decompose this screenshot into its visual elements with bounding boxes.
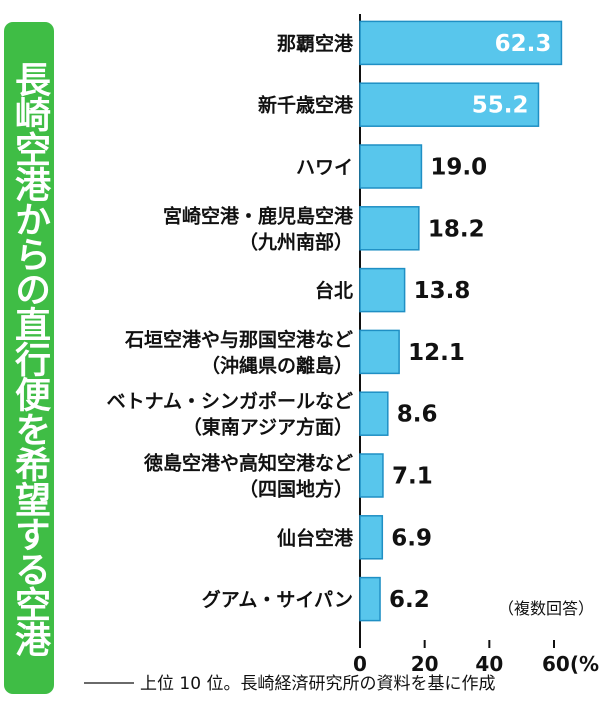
bar — [359, 329, 400, 375]
value-label: 62.3 — [495, 31, 552, 57]
category-label-sub: （九州南部） — [239, 230, 353, 253]
value-label: 19.0 — [430, 155, 487, 181]
bar — [359, 576, 381, 622]
x-tick-label: 0 — [353, 652, 367, 676]
chart-title-banner: 長崎空港からの直行便を希望する空港 — [4, 22, 54, 694]
x-tick-label: 20 — [411, 652, 439, 676]
bar — [359, 515, 384, 560]
category-label: 徳島空港や高知空港など — [143, 452, 353, 475]
source-note: 上位 10 位。長崎経済研究所の資料を基に作成 — [140, 674, 495, 694]
bar — [359, 206, 420, 251]
value-label: 18.2 — [428, 216, 485, 242]
value-label: 13.8 — [414, 278, 471, 304]
bar — [359, 453, 384, 498]
category-label: 仙台空港 — [277, 526, 354, 549]
value-label: 12.1 — [408, 340, 465, 366]
multiple-answer-note: （複数回答） — [498, 599, 594, 618]
category-label-sub: （東南アジア方面） — [183, 416, 353, 439]
chart-title: 長崎空港からの直行便を希望する空港 — [9, 60, 50, 656]
category-label-sub: （四国地方） — [239, 478, 353, 501]
x-tick-label: 40 — [475, 652, 503, 676]
category-label: ハワイ — [296, 157, 353, 179]
value-label: 55.2 — [472, 93, 529, 119]
category-label: 宮崎空港・鹿児島空港 — [163, 204, 354, 227]
value-label: 7.1 — [392, 464, 433, 490]
bar — [359, 82, 540, 127]
value-label: 8.6 — [397, 402, 438, 428]
category-label: グアム・サイパン — [202, 588, 353, 611]
category-label-sub: （沖縄県の離島） — [201, 354, 353, 377]
category-label: 石垣空港や与那国空港など — [124, 328, 353, 351]
category-label: ベトナム・シンガポールなど — [107, 390, 353, 413]
category-label: 新千歳空港 — [258, 94, 354, 117]
category-label: 那覇空港 — [277, 32, 354, 55]
x-tick-label: 60(%) — [542, 652, 600, 676]
bar — [359, 267, 406, 313]
bar — [359, 20, 563, 66]
value-label: 6.2 — [389, 587, 430, 613]
category-label: 台北 — [315, 279, 353, 302]
value-label: 6.9 — [391, 525, 432, 551]
bar — [359, 391, 389, 436]
bar — [359, 144, 423, 189]
